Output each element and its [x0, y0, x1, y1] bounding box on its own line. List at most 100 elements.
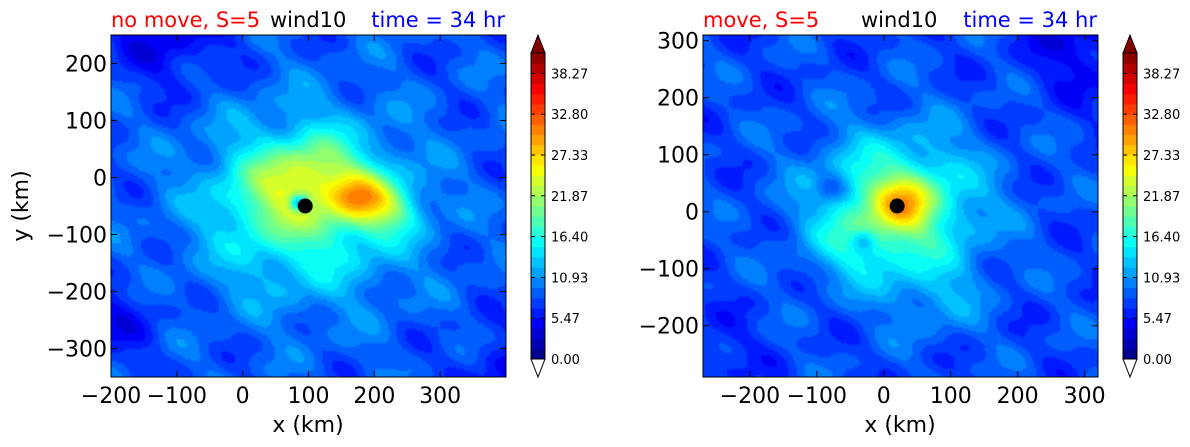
colorbar-tick-label: 32.80	[1143, 108, 1180, 123]
colorbar-level	[1123, 297, 1137, 309]
y-tick-label: 100	[657, 144, 699, 169]
colorbar-level	[531, 328, 545, 339]
colorbar-level	[531, 297, 545, 309]
colorbar-level	[1123, 195, 1137, 207]
colorbar-tick-label: 21.87	[551, 190, 588, 205]
colorbar-level	[531, 114, 545, 125]
colorbar-level	[531, 308, 545, 319]
storm-center-marker	[889, 198, 905, 214]
colorbar-tick-label: 38.27	[1143, 67, 1180, 82]
colorbar-level	[531, 267, 545, 278]
x-tick-label: 200	[353, 384, 395, 409]
x-tick-label: 0	[236, 384, 250, 409]
colorbar-level	[1123, 267, 1137, 278]
title-right-2: time = 34 hr	[963, 8, 1097, 32]
y-tick-label: 300	[657, 30, 699, 55]
colorbar-extend-max	[530, 33, 546, 54]
x-tick-label: −100	[787, 384, 847, 409]
colorbar-tick-label: 10.93	[1143, 271, 1180, 286]
colorbar-level	[1123, 206, 1137, 217]
colorbar-tick-label: 16.40	[1143, 231, 1180, 246]
xlabel-1: x (km)	[272, 413, 343, 438]
y-tick-label: −100	[47, 224, 107, 249]
y-tick-label: −100	[639, 258, 699, 283]
colorbar-tick-label: 27.33	[1143, 149, 1180, 164]
colorbar-level	[1123, 124, 1137, 135]
colorbar-extend-max	[1122, 33, 1138, 54]
colorbar-tick-label: 5.47	[551, 312, 580, 327]
colorbar-level	[531, 155, 545, 166]
overlay-1	[297, 198, 313, 214]
x-tick-label: −100	[147, 384, 207, 409]
y-tick-label: −200	[639, 315, 699, 340]
colorbar-level	[531, 236, 545, 248]
ylabel-1: y (km)	[9, 170, 34, 241]
x-tick-label: 100	[288, 384, 330, 409]
colorbar-frame	[530, 52, 546, 360]
title-mid-1: wind10	[270, 8, 346, 32]
colorbar-level	[531, 165, 545, 176]
colorbar-level	[531, 63, 545, 74]
colorbar-level	[531, 134, 545, 146]
axis-ticks-2: −200 −100 0 100 200 300 300 200 100 0 −100 −200	[639, 30, 1106, 409]
colorbar-level	[1123, 53, 1137, 64]
colorbar-level	[531, 226, 545, 237]
x-tick-label: 300	[419, 384, 461, 409]
colorbar-level	[1123, 226, 1137, 237]
y-tick-label: 100	[65, 110, 107, 135]
colorbar-level	[1123, 287, 1137, 299]
colorbar-level	[531, 318, 545, 329]
colorbar-level	[531, 185, 545, 197]
storm-center-marker	[297, 198, 313, 214]
colorbar-level	[1123, 328, 1137, 339]
colorbar-level	[531, 338, 545, 350]
overlay-2	[889, 198, 905, 214]
colorbar-level	[1123, 246, 1137, 258]
x-tick-label: −200	[720, 384, 780, 409]
colorbar-tick-label: 5.47	[1143, 312, 1172, 327]
colorbar-tick-label: 27.33	[551, 149, 588, 164]
colorbar-level	[531, 195, 545, 207]
colorbar-tick-label: 32.80	[551, 108, 588, 123]
x-tick-label: 300	[1064, 384, 1106, 409]
colorbar-level	[1123, 83, 1137, 95]
title-left-2: move, S=5	[703, 8, 819, 32]
colorbar-level	[531, 144, 545, 156]
colorbar-level	[1123, 277, 1137, 288]
colorbar-level	[1123, 155, 1137, 166]
xlabel-2: x (km)	[864, 413, 935, 438]
colorbar-level	[531, 83, 545, 95]
y-tick-label: 200	[657, 87, 699, 112]
colorbar-level	[531, 124, 545, 135]
colorbar-level	[531, 175, 545, 186]
colorbar-level	[1123, 144, 1137, 156]
colorbar-tick-label: 10.93	[551, 271, 588, 286]
colorbar-level	[1123, 348, 1137, 360]
colorbar-level	[1123, 93, 1137, 105]
x-tick-label: −200	[81, 384, 141, 409]
colorbar-tick-label: 0.00	[551, 353, 580, 368]
colorbar-level	[1123, 308, 1137, 319]
colorbar-level	[531, 287, 545, 299]
y-tick-label: −200	[47, 281, 107, 306]
panel-left: no move, S=5 wind10 time = 34 hr −200 −10…	[9, 8, 588, 438]
colorbar-level	[531, 73, 545, 84]
colorbar-level	[1123, 338, 1137, 350]
colorbar-level	[531, 348, 545, 360]
colorbar-level	[531, 216, 545, 227]
colorbar-tick-label: 16.40	[551, 231, 588, 246]
colorbar-level	[1123, 73, 1137, 84]
colorbar-tick-label: 0.00	[1143, 353, 1172, 368]
colorbar-2: 0.00 5.47 10.93 16.40 21.87 27.33 32.80 38.27	[1122, 33, 1180, 379]
x-tick-label: 0	[877, 384, 891, 409]
colorbar-tick-label: 38.27	[551, 67, 588, 82]
y-tick-label: −300	[47, 338, 107, 363]
colorbar-frame	[1122, 52, 1138, 360]
colorbar-tick-label: 21.87	[1143, 190, 1180, 205]
title-left-1: no move, S=5	[111, 8, 260, 32]
panel-right: move, S=5 wind10 time = 34 hr −200 −100 0 1…	[639, 8, 1181, 438]
title-mid-2: wind10	[861, 8, 937, 32]
y-tick-label: 0	[685, 201, 699, 226]
colorbar-level	[1123, 175, 1137, 186]
